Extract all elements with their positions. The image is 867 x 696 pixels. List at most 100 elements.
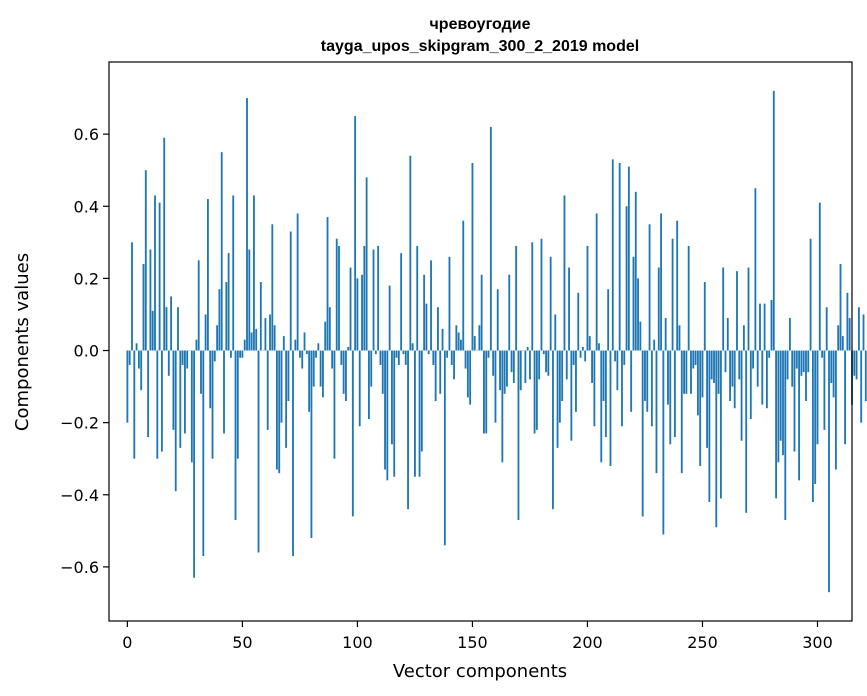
bar-component-284 <box>779 350 782 441</box>
bar-component-293 <box>800 350 803 376</box>
bar-component-171 <box>519 350 522 391</box>
bar-component-217 <box>625 206 628 351</box>
bar-component-309 <box>837 325 840 351</box>
bar-component-286 <box>784 350 787 521</box>
bar-component-163 <box>501 350 504 463</box>
bar-component-193 <box>570 350 573 441</box>
bar-component-4 <box>135 343 138 351</box>
bar-component-97 <box>349 267 352 351</box>
bar-component-142 <box>453 350 455 380</box>
bar-component-66 <box>278 350 281 474</box>
bar-component-134 <box>434 350 437 402</box>
bar-component-18 <box>167 350 170 376</box>
bar-component-173 <box>524 350 527 383</box>
bar-component-253 <box>708 350 711 502</box>
bar-component-169 <box>515 245 518 351</box>
bar-component-32 <box>200 350 202 394</box>
bar-component-212 <box>614 350 616 362</box>
y-tick-label: −0.2 <box>60 414 99 433</box>
y-tick-label: −0.4 <box>60 486 99 505</box>
bar-component-11 <box>151 310 154 351</box>
bar-component-71 <box>289 231 292 351</box>
bar-component-215 <box>621 350 623 427</box>
bar-component-140 <box>448 256 451 351</box>
bar-component-179 <box>538 350 541 380</box>
bar-component-220 <box>632 256 635 351</box>
bar-component-154 <box>480 274 483 351</box>
bar-component-119 <box>400 253 403 351</box>
bar-component-228 <box>650 350 653 427</box>
bar-component-280 <box>770 300 773 351</box>
bar-component-34 <box>204 314 207 351</box>
bar-component-174 <box>526 346 529 351</box>
bar-component-321 <box>864 350 867 402</box>
bar-component-121 <box>404 350 407 365</box>
bar-component-312 <box>844 350 847 445</box>
bar-component-54 <box>250 332 253 351</box>
bar-component-187 <box>556 350 559 448</box>
bar-component-268 <box>742 325 745 351</box>
bar-component-75 <box>299 350 301 358</box>
bar-component-271 <box>749 350 752 420</box>
bar-component-137 <box>441 328 444 351</box>
bar-component-46 <box>232 195 235 351</box>
bar-component-125 <box>414 350 416 477</box>
bar-component-94 <box>342 350 345 394</box>
bar-component-206 <box>600 350 603 463</box>
bar-component-273 <box>754 188 757 351</box>
bar-component-50 <box>241 350 244 358</box>
bar-component-112 <box>384 350 386 470</box>
bar-component-295 <box>805 350 807 402</box>
bar-component-57 <box>257 350 260 553</box>
bar-component-38 <box>213 350 216 362</box>
y-tick-label: 0.4 <box>74 197 99 216</box>
bar-component-132 <box>430 260 432 351</box>
bar-component-175 <box>529 350 531 380</box>
bar-component-262 <box>729 350 731 402</box>
bar-component-182 <box>545 350 547 373</box>
bar-component-298 <box>811 350 814 502</box>
bar-component-199 <box>584 350 587 362</box>
bar-component-266 <box>738 350 741 380</box>
bar-component-40 <box>218 289 221 351</box>
bar-component-283 <box>777 350 780 463</box>
bar-component-81 <box>312 350 315 387</box>
x-tick-label: 100 <box>342 633 373 652</box>
bar-component-219 <box>630 350 633 412</box>
bar-component-185 <box>552 350 554 510</box>
bar-component-148 <box>466 350 469 398</box>
bar-component-226 <box>646 350 649 412</box>
bar-component-155 <box>483 350 485 434</box>
bar-component-45 <box>230 350 232 358</box>
bar-component-80 <box>310 350 313 539</box>
bar-component-303 <box>823 350 826 430</box>
bar-component-17 <box>165 307 168 351</box>
bar-component-149 <box>469 350 472 405</box>
bar-component-194 <box>572 350 575 365</box>
bar-component-282 <box>775 350 778 499</box>
bar-component-307 <box>832 350 835 398</box>
bar-component-143 <box>455 325 458 351</box>
bar-component-314 <box>848 318 851 351</box>
bar-component-49 <box>239 350 242 358</box>
bar-component-270 <box>747 267 750 351</box>
bar-component-106 <box>370 350 373 387</box>
bar-component-24 <box>181 350 184 365</box>
bar-component-127 <box>418 350 421 477</box>
bar-component-257 <box>717 350 720 394</box>
bar-component-301 <box>818 202 821 351</box>
bar-component-188 <box>558 350 561 423</box>
bar-component-145 <box>460 339 462 351</box>
bar-component-259 <box>722 267 725 351</box>
bar-component-305 <box>828 350 830 593</box>
bar-component-126 <box>416 245 419 351</box>
bar-component-43 <box>225 281 228 351</box>
bar-component-100 <box>356 278 359 351</box>
bar-component-69 <box>285 350 288 448</box>
x-axis-label: Vector components <box>393 661 567 682</box>
bar-component-251 <box>703 281 706 351</box>
bar-component-164 <box>503 350 506 394</box>
bar-component-177 <box>533 350 536 434</box>
bar-component-98 <box>351 350 354 517</box>
